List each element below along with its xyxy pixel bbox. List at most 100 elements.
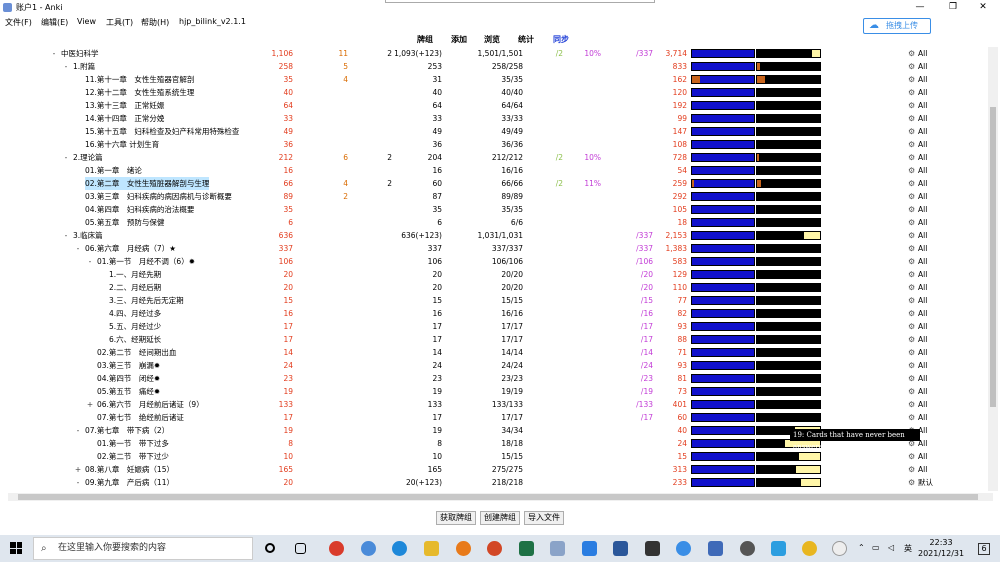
- deck-row[interactable]: - 中医妇科学 1,106 11 2 1,093(+123) 1,501/1,501/2 10…: [8, 47, 986, 60]
- deck-name[interactable]: 3.临床篇: [73, 231, 103, 240]
- options-group-label[interactable]: All: [918, 62, 928, 71]
- file-explorer-icon[interactable]: [424, 541, 439, 556]
- baidu-netdisk-icon[interactable]: [676, 541, 691, 556]
- options-group-label[interactable]: All: [918, 348, 928, 357]
- collapse-toggle[interactable]: -: [76, 478, 80, 487]
- progress-bar-black[interactable]: [756, 361, 821, 370]
- options-group-label[interactable]: All: [918, 335, 928, 344]
- expand-toggle[interactable]: +: [86, 400, 94, 409]
- gear-icon[interactable]: ⚙: [908, 478, 916, 487]
- word-icon[interactable]: [613, 541, 628, 556]
- progress-bar-black[interactable]: [756, 465, 821, 474]
- menu-edit[interactable]: 编辑(E): [41, 18, 69, 27]
- gear-icon[interactable]: ⚙: [908, 127, 916, 136]
- chat-app-icon[interactable]: [771, 541, 786, 556]
- gear-icon[interactable]: ⚙: [908, 309, 916, 318]
- progress-bar-black[interactable]: [756, 153, 821, 162]
- netease-music-icon[interactable]: [329, 541, 344, 556]
- gear-icon[interactable]: ⚙: [908, 140, 916, 149]
- deck-row[interactable]: 15.第十五章 妇科检查及妇产科常用特殊检查 49 49 49/49 147 ⚙ All: [8, 125, 986, 138]
- progress-bar-black[interactable]: [756, 75, 821, 84]
- progress-bar-black[interactable]: [756, 101, 821, 110]
- gear-icon[interactable]: ⚙: [908, 361, 916, 370]
- gear-icon[interactable]: ⚙: [908, 101, 916, 110]
- deck-name[interactable]: 1.一、月经先期: [109, 270, 162, 279]
- expand-toggle[interactable]: +: [74, 465, 82, 474]
- progress-bar-black[interactable]: [756, 192, 821, 201]
- deck-row[interactable]: +08.第八章 妊娠病（15） 165 165 275/275 313 ⚙ All: [8, 463, 986, 476]
- progress-bar-black[interactable]: [756, 127, 821, 136]
- search-app-icon[interactable]: [456, 541, 471, 556]
- ime-indicator[interactable]: 英: [904, 544, 912, 553]
- options-group-label[interactable]: All: [918, 257, 928, 266]
- deck-name[interactable]: 中医妇科学: [61, 49, 99, 58]
- options-group-label[interactable]: All: [918, 452, 928, 461]
- deck-row[interactable]: 01.第一章 绪论 16 16 16/16 54 ⚙ All: [8, 164, 986, 177]
- horizontal-scroll-thumb[interactable]: [18, 494, 978, 500]
- gear-icon[interactable]: ⚙: [908, 231, 916, 240]
- options-group-label[interactable]: All: [918, 361, 928, 370]
- deck-row[interactable]: -2.理论篇 212 6 2 204 212/212/2 10% 728 ⚙ All: [8, 151, 986, 164]
- deck-name[interactable]: 07.第七章 带下病（2）: [85, 426, 170, 435]
- progress-bar-black[interactable]: [756, 205, 821, 214]
- gear-icon[interactable]: ⚙: [908, 348, 916, 357]
- gear-icon[interactable]: ⚙: [908, 335, 916, 344]
- progress-bar-black[interactable]: [756, 309, 821, 318]
- options-group-label[interactable]: All: [918, 205, 928, 214]
- gear-icon[interactable]: ⚙: [908, 439, 916, 448]
- gear-icon[interactable]: ⚙: [908, 205, 916, 214]
- menu-file[interactable]: 文件(F): [5, 18, 32, 27]
- deck-row[interactable]: 02.第二节 带下过少 10 10 15/15 15 ⚙ All: [8, 450, 986, 463]
- menu-help[interactable]: 帮助(H): [141, 18, 170, 27]
- progress-bar-black[interactable]: [756, 62, 821, 71]
- deck-row[interactable]: 13.第十三章 正常妊娠 64 64 64/64 192 ⚙ All: [8, 99, 986, 112]
- deck-name[interactable]: 6.六、经期延长: [109, 335, 162, 344]
- options-group-label[interactable]: All: [918, 75, 928, 84]
- options-group-label[interactable]: All: [918, 439, 928, 448]
- deck-name[interactable]: 15.第十五章 妇科检查及妇产科常用特殊检查: [85, 127, 240, 136]
- deck-row[interactable]: 02.第二章 女性生殖脏器解剖与生理 66 4 2 60 66/66/2 11% 259 ⚙ Al…: [8, 177, 986, 190]
- deck-row[interactable]: -09.第九章 产后病（11） 20 20(+123) 218/218 233 ⚙ 默认: [8, 476, 986, 489]
- tray-app-icon[interactable]: [832, 541, 847, 556]
- deck-row[interactable]: 07.第七节 绝经前后诸证 17 17 17/17/17 60 ⚙ All: [8, 411, 986, 424]
- column-browse[interactable]: 浏览: [484, 35, 500, 44]
- deck-name[interactable]: 01.第一章 绪论: [85, 166, 142, 175]
- progress-bar-black[interactable]: [756, 413, 821, 422]
- deck-name[interactable]: 04.第四节 闭经✹: [97, 374, 161, 383]
- deck-name[interactable]: 06.第六章 月经病（7）★: [85, 244, 176, 253]
- gear-icon[interactable]: ⚙: [908, 75, 916, 84]
- maximize-button[interactable]: ❐: [948, 2, 958, 12]
- deck-row[interactable]: 04.第四章 妇科疾病的治法概要 35 35 35/35 105 ⚙ All: [8, 203, 986, 216]
- gear-icon[interactable]: ⚙: [908, 244, 916, 253]
- gear-icon[interactable]: ⚙: [908, 283, 916, 292]
- options-group-label[interactable]: All: [918, 400, 928, 409]
- powerpoint-icon[interactable]: [487, 541, 502, 556]
- column-stats[interactable]: 统计: [518, 35, 534, 44]
- collapse-toggle[interactable]: -: [64, 231, 68, 240]
- options-group-label[interactable]: All: [918, 387, 928, 396]
- gear-icon[interactable]: ⚙: [908, 166, 916, 175]
- game-icon[interactable]: [740, 541, 755, 556]
- deck-row[interactable]: -3.临床篇 636 636(+123) 1,031/1,031/337 2,153 ⚙ A…: [8, 229, 986, 242]
- column-sync[interactable]: 同步: [553, 35, 569, 44]
- options-group-label[interactable]: All: [918, 101, 928, 110]
- options-group-label[interactable]: All: [918, 244, 928, 253]
- options-group-label[interactable]: All: [918, 413, 928, 422]
- deck-name[interactable]: 05.第五章 预防与保健: [85, 218, 165, 227]
- options-group-label[interactable]: 默认: [918, 478, 933, 487]
- progress-bar-black[interactable]: [756, 478, 821, 487]
- progress-bar-black[interactable]: [756, 270, 821, 279]
- options-group-label[interactable]: All: [918, 231, 928, 240]
- gear-icon[interactable]: ⚙: [908, 452, 916, 461]
- options-group-label[interactable]: All: [918, 140, 928, 149]
- deck-name[interactable]: 03.第三节 崩漏✹: [97, 361, 161, 370]
- deck-name[interactable]: 2.理论篇: [73, 153, 103, 162]
- progress-bar-black[interactable]: [756, 348, 821, 357]
- deck-row[interactable]: 14.第十四章 正常分娩 33 33 33/33 99 ⚙ All: [8, 112, 986, 125]
- gear-icon[interactable]: ⚙: [908, 218, 916, 227]
- progress-bar-black[interactable]: [756, 140, 821, 149]
- create-deck-button[interactable]: 创建牌组: [480, 511, 520, 525]
- deck-name[interactable]: 05.第五节 痛经✹: [97, 387, 161, 396]
- clock[interactable]: 22:33 2021/12/31: [918, 537, 964, 559]
- gear-icon[interactable]: ⚙: [908, 153, 916, 162]
